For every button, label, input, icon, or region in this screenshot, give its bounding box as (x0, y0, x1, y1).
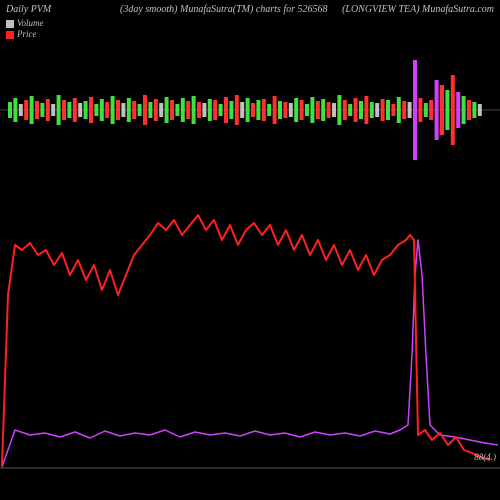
legend-swatch-volume (6, 20, 14, 28)
header-center: (3day smooth) MunafaSutra(TM) charts for… (120, 4, 328, 15)
legend-item-price: Price (6, 29, 44, 40)
chart-header: Daily PVM (3day smooth) MunafaSutra(TM) … (0, 4, 500, 20)
price-end-label: 88(4.) (474, 452, 496, 462)
header-left: Daily PVM (6, 4, 51, 15)
line-volume_overlay (2, 240, 498, 467)
legend-swatch-price (6, 31, 14, 39)
legend: Volume Price (6, 18, 44, 40)
header-right: (LONGVIEW TEA) MunafaSutra.com (342, 4, 494, 15)
price-panel (0, 175, 500, 485)
legend-label: Price (17, 29, 37, 40)
legend-item-volume: Volume (6, 18, 44, 29)
legend-label: Volume (17, 18, 44, 29)
volume-panel (0, 50, 500, 170)
